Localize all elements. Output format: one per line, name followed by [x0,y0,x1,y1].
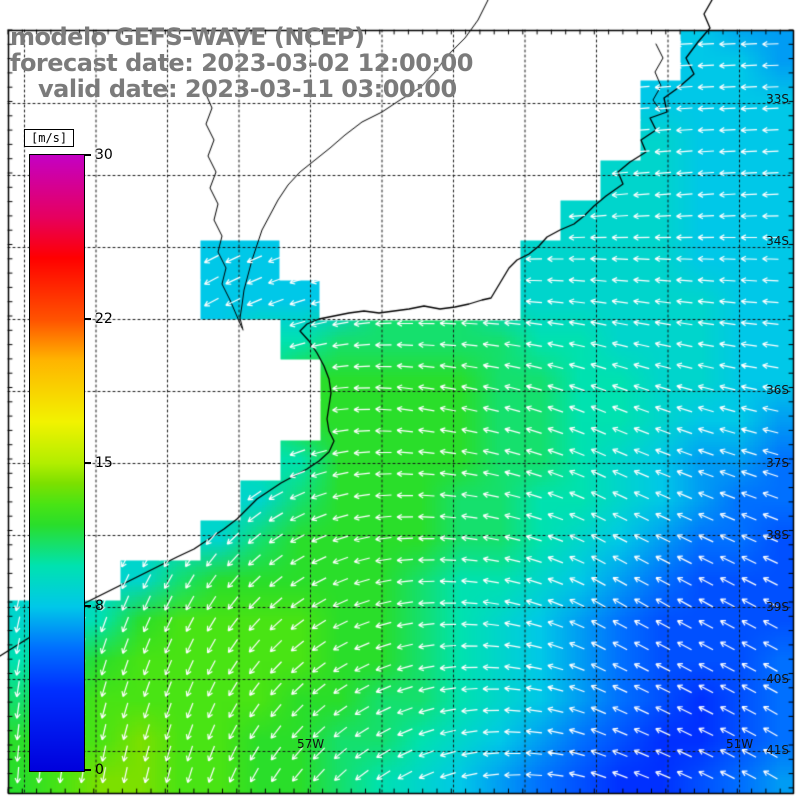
colorbar-gradient [29,154,85,772]
model-title: modelo GEFS-WAVE (NCEP) [10,23,365,51]
header-block: modelo GEFS-WAVE (NCEP) forecast date: 2… [10,24,473,102]
valid-date-label: valid date: 2023-03-11 03:00:00 [38,75,457,103]
forecast-date-label: forecast date: 2023-03-02 12:00:00 [10,49,473,77]
colorbar-unit-label: [m/s] [24,129,75,147]
